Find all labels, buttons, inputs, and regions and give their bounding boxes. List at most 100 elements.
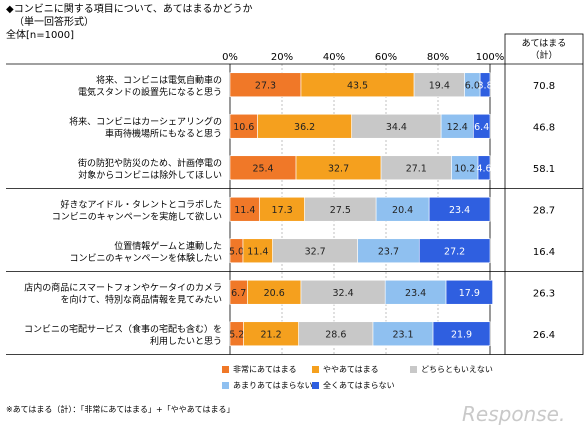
data-label: 27.5 — [330, 205, 351, 216]
bar-segment — [272, 238, 358, 264]
bar-segment — [300, 279, 386, 305]
bar-segment — [418, 238, 491, 264]
side-table-value: 26.4 — [533, 330, 555, 341]
data-label: 3.8 — [478, 80, 493, 91]
category-label: コンビニのキャンペーンを実施して欲しい — [52, 210, 222, 222]
side-table-value: 46.8 — [533, 122, 555, 133]
data-label: 12.4 — [447, 122, 468, 133]
bar-segment — [445, 279, 493, 305]
data-label: 25.4 — [252, 163, 273, 174]
category-label: 対象からコンビニは除外してほしい — [78, 169, 222, 181]
x-tick-label: 100% — [476, 52, 505, 63]
chart-title: ◆コンビニに関する項目について、あてはまるかどうか — [6, 4, 253, 15]
bar-segment — [259, 196, 305, 222]
bar-segment — [357, 238, 420, 264]
bar-segment — [440, 113, 474, 139]
data-label: 23.4 — [449, 205, 470, 216]
bar-segment — [477, 155, 491, 181]
data-label: 5.2 — [229, 329, 244, 340]
bar-segment — [242, 238, 273, 264]
data-label: 6.4 — [474, 122, 489, 133]
data-label: 32.7 — [328, 163, 349, 174]
data-label: 32.4 — [333, 288, 354, 299]
data-label: 6.0 — [465, 80, 480, 91]
bar-segment — [295, 155, 382, 181]
legend-label: あまりあてはまらない — [233, 381, 313, 390]
category-label: コンビニの宅配サービス（食事の宅配も含む）を — [24, 323, 222, 335]
bar-segment — [479, 72, 491, 98]
footnote: ※あてはまる（計）：「非常にあてはまる」+「ややあてはまる」 — [6, 405, 235, 414]
x-tick-label: 60% — [375, 52, 397, 63]
bar-segment — [384, 279, 447, 305]
bar-segment — [432, 321, 491, 347]
bar-segment — [375, 196, 430, 222]
category-label: 将来、コンビニは電気自動車の — [96, 74, 222, 86]
response-logo: Response. — [462, 402, 566, 426]
bar-segment — [243, 321, 299, 347]
data-label: 4.6 — [476, 163, 491, 174]
data-label: 43.5 — [347, 80, 368, 91]
data-label: 11.4 — [247, 246, 268, 257]
data-label: 10.6 — [233, 122, 254, 133]
sample-base: 全体[n=1000] — [6, 30, 74, 41]
bar-segment — [229, 155, 297, 181]
data-label: 10.2 — [454, 163, 475, 174]
data-label: 11.4 — [234, 205, 255, 216]
data-label: 6.7 — [231, 288, 246, 299]
side-table-value: 28.7 — [533, 205, 555, 216]
bar-segment — [372, 321, 434, 347]
legend-label: 全くあてはまらない — [323, 380, 395, 390]
bar-segment — [300, 72, 415, 98]
bar-segment — [451, 155, 479, 181]
data-label: 17.3 — [272, 205, 293, 216]
legend-label: どちらともいえない — [421, 365, 493, 374]
legend-swatch — [222, 366, 229, 373]
side-table-value: 16.4 — [533, 247, 555, 258]
bar-segment — [380, 155, 452, 181]
data-label: 28.6 — [325, 329, 346, 340]
data-label: 27.3 — [255, 80, 276, 91]
bar-segment — [247, 279, 302, 305]
bar-segment — [428, 196, 491, 222]
legend-swatch — [312, 366, 319, 373]
bar-segment — [304, 196, 377, 222]
x-tick-label: 0% — [222, 52, 238, 63]
category-label: 車両待機場所にもなると思う — [105, 127, 222, 139]
legend-label: 非常にあてはまる — [233, 364, 297, 374]
data-label: 23.1 — [392, 329, 413, 340]
legend-swatch — [222, 382, 229, 389]
side-table-value: 26.3 — [533, 288, 555, 299]
category-label: 位置情報ゲームと連動した — [114, 240, 222, 252]
side-table-frame — [504, 33, 584, 355]
data-label: 19.4 — [429, 80, 450, 91]
data-label: 20.6 — [264, 288, 285, 299]
side-table-value: 58.1 — [533, 164, 555, 175]
legend-swatch — [312, 382, 319, 389]
side-table-header-line: あてはまる — [522, 38, 567, 49]
x-tick-label: 20% — [271, 52, 293, 63]
bar-segment — [351, 113, 442, 139]
data-label: 17.9 — [459, 288, 480, 299]
category-label: 店内の商品にスマートフォンやケータイのカメラ — [24, 281, 222, 293]
data-label: 27.2 — [444, 246, 465, 257]
side-table-header-line: （計） — [530, 49, 557, 61]
data-label: 23.7 — [378, 246, 399, 257]
category-label: 電気スタンドの設置先になると思う — [78, 86, 222, 98]
side-table-value: 70.8 — [533, 81, 555, 92]
bar-segment — [298, 321, 374, 347]
category-label: 好きなアイドル・タレントとコラボした — [60, 198, 222, 210]
bar-segment — [229, 72, 302, 98]
legend-label: ややあてはまる — [323, 365, 379, 374]
legend-swatch — [410, 366, 417, 373]
x-tick-label: 40% — [323, 52, 345, 63]
category-label: 利用したいと思う — [150, 335, 222, 347]
data-label: 27.1 — [406, 163, 427, 174]
data-label: 21.9 — [451, 329, 472, 340]
category-label: 街の防犯や防災のため、計画停電の — [78, 157, 222, 169]
bar-segment — [229, 196, 260, 222]
data-label: 34.4 — [386, 122, 407, 133]
data-label: 5.0 — [229, 246, 244, 257]
chart-subtitle: （単一回答形式） — [14, 17, 94, 28]
data-label: 23.4 — [405, 288, 426, 299]
